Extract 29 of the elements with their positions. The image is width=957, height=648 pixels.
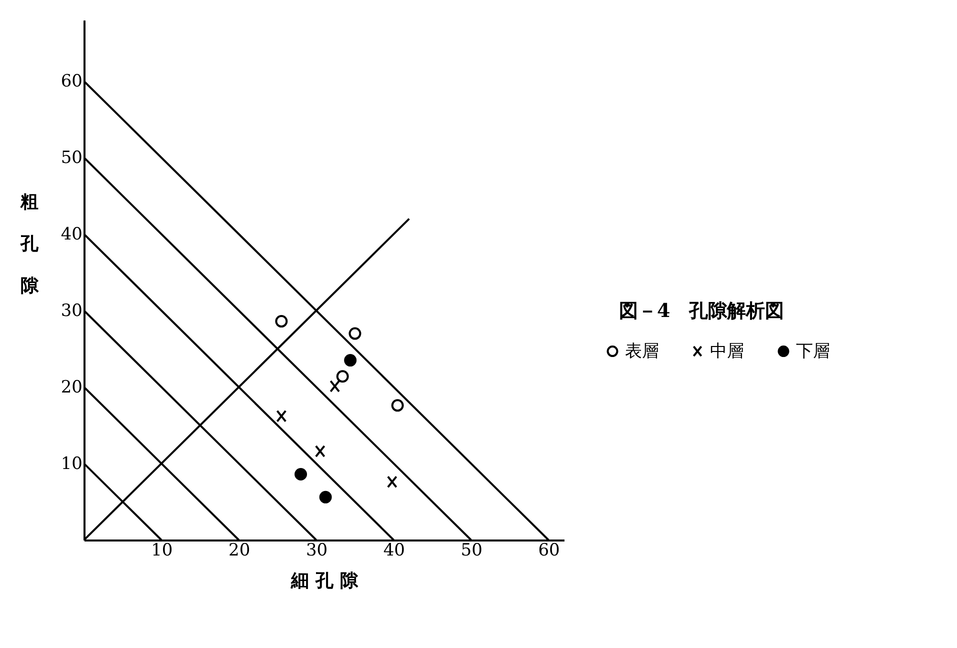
x-tick-label: 20	[228, 540, 250, 560]
legend-label: 表層	[625, 341, 659, 362]
y-tick-label: 30	[60, 301, 82, 322]
y-tick-label: 10	[60, 454, 82, 474]
point	[348, 327, 362, 340]
legend-label: 中層	[710, 341, 744, 362]
point	[275, 315, 288, 328]
x-axis-title: 細 孔 隙	[290, 570, 359, 592]
x-tick-label: 10	[151, 540, 173, 560]
legend-label: 下層	[796, 341, 830, 362]
point	[314, 445, 326, 458]
x-tick-label: 30	[306, 540, 328, 560]
y-tick-label: 60	[60, 72, 82, 92]
x-tick-label: 50	[460, 540, 482, 560]
y-axis-title: 粗孔隙	[20, 192, 40, 296]
text: 図－4 孔隙解析図	[619, 300, 784, 322]
x-tick-label: 60	[538, 540, 560, 560]
y-tick-label: 40	[60, 224, 82, 245]
point	[344, 354, 357, 367]
point	[330, 380, 340, 393]
y-tick-label: 50	[60, 148, 82, 168]
point	[386, 476, 398, 488]
point	[336, 370, 349, 383]
point	[276, 410, 287, 422]
point	[294, 468, 308, 480]
x-tick-label: 40	[383, 540, 405, 560]
y-tick-label: 20	[60, 378, 82, 398]
point	[391, 399, 404, 412]
point	[319, 490, 332, 504]
